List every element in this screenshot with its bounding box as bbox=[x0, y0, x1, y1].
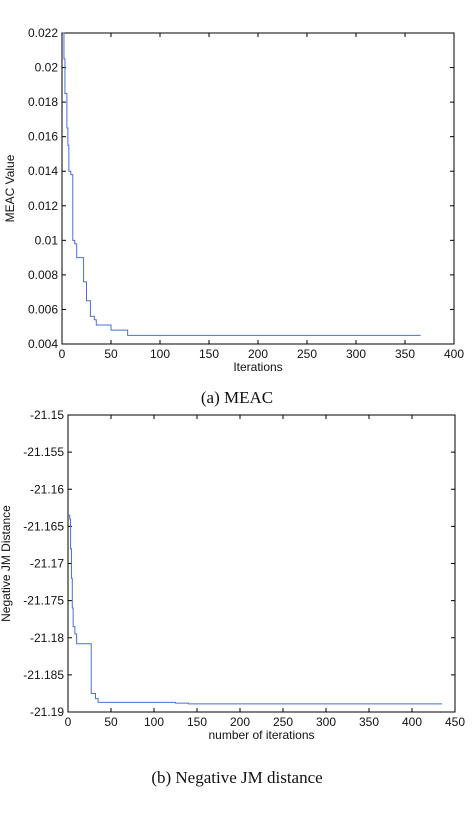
y-tick-label: 0.008 bbox=[28, 268, 58, 282]
x-tick-label: 250 bbox=[273, 715, 293, 729]
caption-a: (a) MEAC bbox=[200, 388, 274, 407]
series-line bbox=[62, 32, 421, 336]
plot-frame bbox=[67, 414, 456, 713]
y-tick-label: 0.022 bbox=[28, 26, 58, 40]
y-tick-label: 0.006 bbox=[28, 302, 58, 316]
y-tick-label: -21.165 bbox=[23, 519, 64, 533]
x-tick-label: 450 bbox=[445, 715, 465, 729]
y-tick-label: -21.15 bbox=[30, 410, 64, 422]
y-axis-label: Negative JM Distance bbox=[0, 505, 13, 622]
x-tick-label: 200 bbox=[248, 347, 268, 361]
y-tick-label: -21.16 bbox=[30, 482, 64, 496]
chart-meac-panel: 0 50 100 150 200 250 300 350 400 0.004 0.006 0.008 0… bbox=[0, 0, 474, 390]
chart-negative-jm: 0 50 100 150 200 250 300 350 400 450 -21.19 -21.185… bbox=[0, 408, 465, 742]
y-tick-label: -21.175 bbox=[23, 594, 64, 608]
y-tick-label: 0.018 bbox=[28, 95, 58, 109]
y-tick-label: 0.012 bbox=[28, 199, 58, 213]
x-tick-label: 300 bbox=[316, 715, 336, 729]
y-tick-label: -21.17 bbox=[30, 557, 64, 571]
x-tick-label: 350 bbox=[395, 347, 415, 361]
chart-jm-panel: 0 50 100 150 200 250 300 350 400 450 -21.19 -21.185… bbox=[0, 408, 474, 770]
series-line bbox=[68, 514, 443, 705]
x-tick-label: 200 bbox=[230, 715, 250, 729]
y-tick-label: 0.02 bbox=[35, 61, 59, 75]
x-tick-label: 50 bbox=[104, 715, 118, 729]
x-tick-label: 50 bbox=[104, 347, 118, 361]
caption-b: (b) Negative JM distance bbox=[151, 768, 323, 787]
x-tick-label: 400 bbox=[402, 715, 422, 729]
y-tick-label: 0.004 bbox=[28, 337, 58, 351]
x-tick-label: 0 bbox=[59, 347, 66, 361]
x-tick-label: 100 bbox=[150, 347, 170, 361]
x-axis-label: number of iterations bbox=[208, 728, 314, 742]
x-tick-label: 150 bbox=[199, 347, 219, 361]
x-tick-label: 300 bbox=[346, 347, 366, 361]
y-tick-label: -21.185 bbox=[23, 668, 64, 682]
chart-meac: 0 50 100 150 200 250 300 350 400 0.004 0.006 0.008 0… bbox=[3, 26, 464, 374]
y-tick-label: 0.01 bbox=[35, 233, 59, 247]
y-tick-label: 0.014 bbox=[28, 164, 58, 178]
plot-frame bbox=[61, 32, 455, 345]
y-tick-label: 0.016 bbox=[28, 130, 58, 144]
y-tick-label: -21.155 bbox=[23, 445, 64, 459]
y-tick-label: -21.18 bbox=[30, 631, 64, 645]
y-tick-label: -21.19 bbox=[30, 705, 64, 719]
x-tick-label: 250 bbox=[297, 347, 317, 361]
x-tick-label: 0 bbox=[65, 715, 72, 729]
y-axis-label: MEAC Value bbox=[3, 154, 17, 222]
x-tick-label: 350 bbox=[359, 715, 379, 729]
x-tick-label: 150 bbox=[187, 715, 207, 729]
x-tick-label: 400 bbox=[444, 347, 464, 361]
x-tick-label: 100 bbox=[144, 715, 164, 729]
x-axis-label: Iterations bbox=[233, 360, 282, 374]
